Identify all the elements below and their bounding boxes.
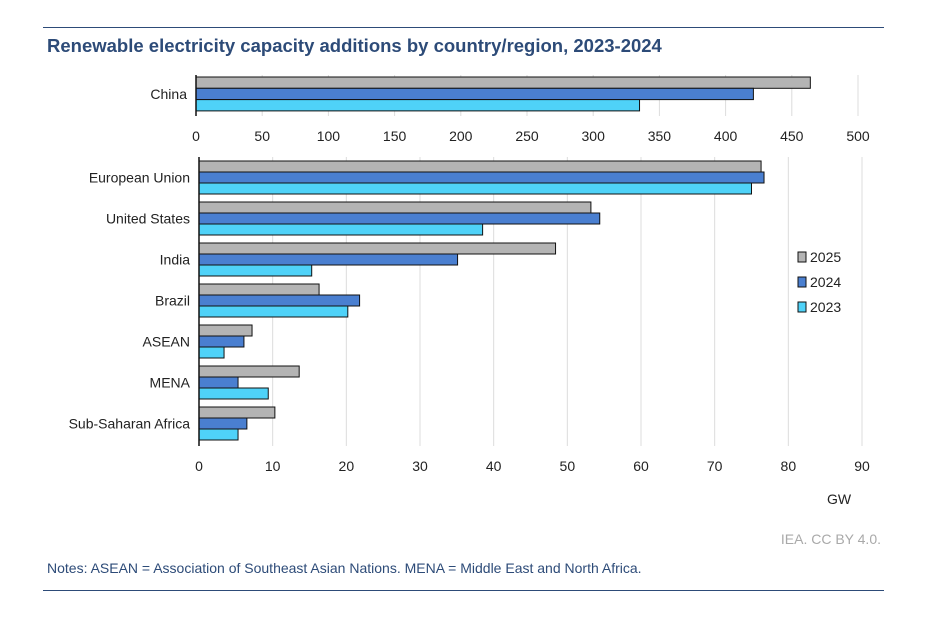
legend-swatch-2024 (797, 276, 807, 288)
x-tick-label: 60 (633, 458, 649, 474)
bar-2025-china (195, 76, 811, 89)
x-tick-label: 300 (582, 128, 606, 144)
bar-2024-china (195, 87, 754, 101)
bar-2025-european-union (198, 160, 762, 173)
x-tick-label: 50 (254, 128, 270, 144)
x-tick-label: 10 (265, 458, 281, 474)
x-tick-label: 70 (707, 458, 723, 474)
bar-2024-india (198, 253, 459, 266)
category-label: European Union (89, 170, 190, 186)
chart-notes: Notes: ASEAN = Association of Southeast … (47, 560, 642, 576)
x-tick-label: 400 (714, 128, 738, 144)
legend-label-2024: 2024 (810, 274, 841, 290)
x-tick-label: 40 (486, 458, 502, 474)
bar-2023-china (195, 99, 641, 112)
x-tick-label: 500 (846, 128, 870, 144)
category-label: ASEAN (143, 334, 190, 350)
category-label: China (150, 86, 187, 102)
bar-2023-european-union (198, 182, 752, 195)
bar-2025-brazil (198, 283, 320, 296)
bar-2023-asean (198, 346, 225, 359)
x-tick-label: 90 (854, 458, 870, 474)
bar-2024-mena (198, 376, 239, 389)
x-tick-label: 30 (412, 458, 428, 474)
bar-2025-asean (198, 324, 253, 337)
bar-2024-united-states (198, 212, 601, 225)
x-tick-label: 0 (192, 128, 200, 144)
chart-title: Renewable electricity capacity additions… (47, 35, 662, 56)
x-axis-label: GW (827, 491, 852, 507)
bar-2024-brazil (198, 294, 361, 307)
bar-2024-sub-saharan-africa (198, 417, 248, 430)
x-tick-label: 350 (648, 128, 672, 144)
bottom-rule (43, 590, 884, 591)
bar-2023-sub-saharan-africa (198, 428, 239, 441)
x-tick-label: 200 (449, 128, 473, 144)
legend-label-2023: 2023 (810, 299, 841, 315)
bar-2025-united-states (198, 201, 592, 214)
bar-2023-mena (198, 387, 269, 400)
legend-swatch-2025 (797, 251, 807, 263)
bar-2025-sub-saharan-africa (198, 406, 276, 419)
legend-label-2025: 2025 (810, 249, 841, 265)
category-label: Sub-Saharan Africa (69, 416, 191, 432)
bar-2023-united-states (198, 223, 484, 236)
bar-2024-asean (198, 335, 245, 348)
x-tick-label: 80 (781, 458, 797, 474)
source-credit: IEA. CC BY 4.0. (780, 531, 881, 547)
bar-2023-brazil (198, 305, 349, 318)
legend-swatch-2023 (797, 301, 807, 313)
x-tick-label: 100 (317, 128, 341, 144)
bar-2023-india (198, 264, 313, 277)
x-tick-label: 150 (383, 128, 407, 144)
x-tick-label: 20 (339, 458, 355, 474)
x-tick-label: 0 (195, 458, 203, 474)
category-label: India (160, 252, 191, 268)
category-label: United States (106, 211, 190, 227)
top-rule (43, 27, 884, 28)
category-label: MENA (150, 375, 191, 391)
category-label: Brazil (155, 293, 190, 309)
bar-2025-mena (198, 365, 300, 378)
x-tick-label: 50 (560, 458, 576, 474)
x-tick-label: 450 (780, 128, 804, 144)
bar-2024-european-union (198, 171, 765, 184)
bar-2025-india (198, 242, 557, 255)
x-tick-label: 250 (515, 128, 539, 144)
